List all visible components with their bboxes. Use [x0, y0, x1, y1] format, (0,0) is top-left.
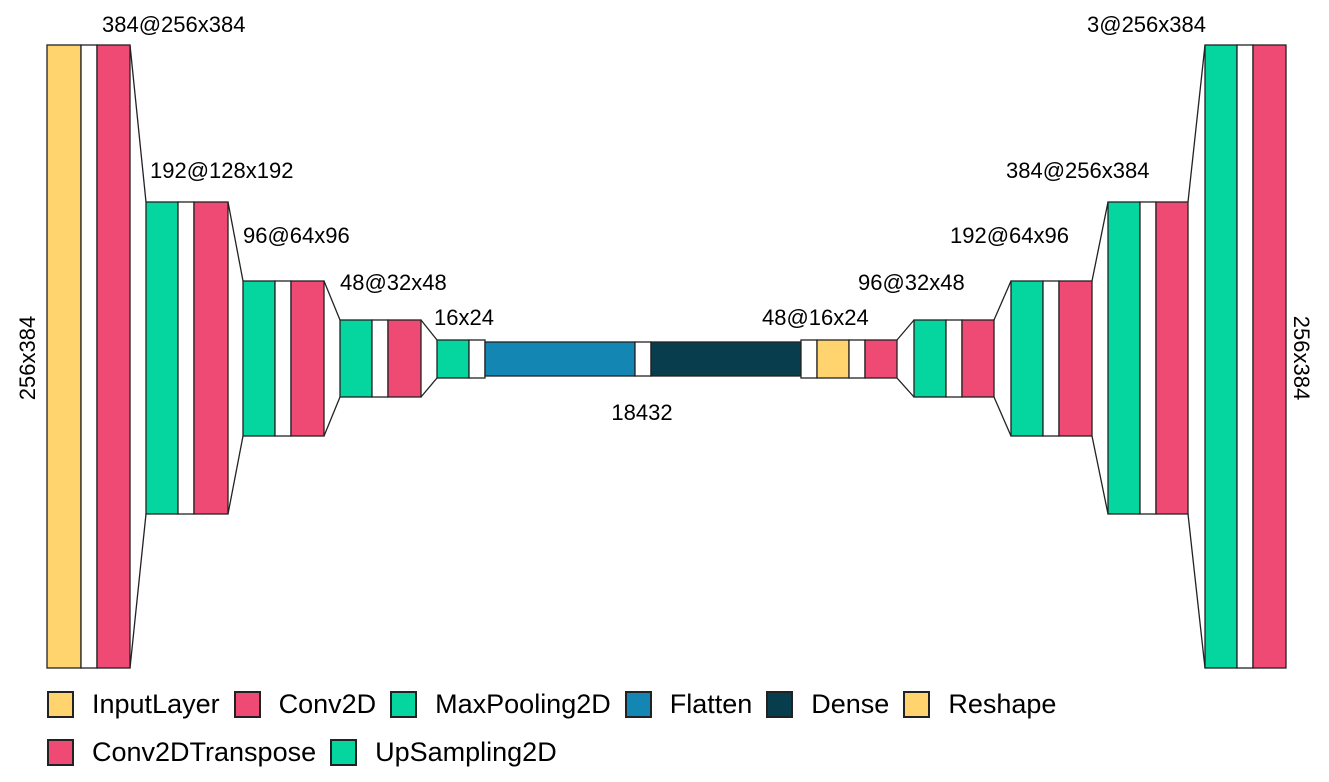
layer-labels: 384@256x384 192@128x192 96@64x96 48@32x4… [15, 12, 1314, 425]
legend-swatch [624, 690, 652, 718]
label-enc2: 192@128x192 [150, 158, 293, 183]
label-enc3: 96@64x96 [243, 223, 350, 248]
block-conv-2 [193, 201, 229, 515]
label-reshape: 48@16x24 [762, 305, 869, 330]
legend-swatch [903, 690, 931, 718]
legend-item: Dense [766, 689, 889, 720]
legend-item: InputLayer [47, 689, 220, 720]
block-conv-3 [290, 280, 325, 437]
block-conv-4 [387, 319, 422, 398]
autoencoder-diagram: 384@256x384 192@128x192 96@64x96 48@32x4… [15, 12, 1314, 669]
connector-line [227, 201, 244, 282]
connector-line [993, 396, 1012, 437]
legend: InputLayer Conv2D MaxPooling2D Flatten Dense… [47, 680, 1317, 776]
block-conv-transpose-4 [1155, 201, 1189, 515]
block-conv-transpose-3 [1058, 280, 1093, 437]
legend-item: MaxPooling2D [390, 689, 611, 720]
block-pool-3 [339, 319, 373, 398]
block-spacer [274, 280, 292, 437]
connector-line [896, 377, 915, 398]
legend-item: Flatten [624, 688, 753, 720]
connector-line [129, 44, 147, 203]
legend-item: Reshape [903, 689, 1056, 720]
block-conv-1 [96, 44, 131, 669]
block-spacer [468, 339, 486, 379]
legend-row-1: InputLayer Conv2D MaxPooling2D Flatten Dense… [47, 680, 1317, 728]
block-spacer [1042, 280, 1060, 437]
legend-label: Dense [811, 688, 890, 719]
block-conv-transpose-2 [961, 319, 995, 398]
label-output-side: 256x384 [1289, 316, 1314, 400]
connector-line [1187, 44, 1206, 203]
legend-row-2: Conv2DTranspose UpSampling2D [47, 728, 1317, 776]
connector-line [1091, 435, 1109, 515]
connector-line [227, 435, 244, 515]
block-spacer [1139, 201, 1157, 515]
block-reshape [816, 339, 850, 379]
connector-line [420, 319, 438, 341]
legend-swatch [47, 690, 74, 718]
connector-line [323, 396, 341, 437]
legend-swatch [390, 690, 418, 718]
legend-label: UpSampling2D [375, 736, 557, 767]
legend-label: Flatten [669, 688, 753, 719]
connector-line [129, 513, 147, 669]
connector-line [323, 280, 341, 321]
block-spacer [848, 339, 866, 379]
block-output [1252, 44, 1287, 669]
connector-line [993, 280, 1012, 321]
block-spacer [177, 201, 195, 515]
legend-swatch [47, 738, 74, 766]
block-spacer [634, 341, 652, 377]
label-dec3: 384@256x384 [1006, 158, 1149, 183]
label-dec2: 192@64x96 [950, 223, 1069, 248]
connector-line [1187, 513, 1206, 669]
legend-label: Conv2D [278, 688, 377, 719]
label-input-side: 256x384 [15, 316, 40, 400]
block-pool-4 [436, 339, 470, 379]
connector-line [896, 319, 915, 341]
connector-line [420, 377, 438, 398]
block-upsampling-4 [1204, 44, 1238, 669]
block-input [46, 44, 82, 669]
label-enc1: 384@256x384 [102, 12, 245, 37]
block-dense [650, 341, 802, 377]
block-spacer [371, 319, 389, 398]
legend-label: Reshape [948, 688, 1057, 719]
block-spacer [800, 339, 818, 379]
label-dec4: 3@256x384 [1087, 12, 1206, 37]
connector-lines [129, 44, 1206, 669]
legend-swatch [330, 738, 358, 766]
label-enc4: 48@32x48 [340, 270, 447, 295]
connector-line [1091, 201, 1109, 282]
block-conv-transpose-1 [864, 339, 898, 379]
block-pool-1 [145, 201, 179, 515]
label-dec1: 96@32x48 [858, 270, 965, 295]
label-flatten-size: 18432 [611, 400, 672, 425]
legend-swatch [766, 690, 794, 718]
block-spacer [80, 44, 98, 669]
legend-swatch [233, 690, 261, 718]
block-spacer [945, 319, 963, 398]
block-flatten [484, 341, 636, 377]
legend-label: MaxPooling2D [435, 688, 611, 719]
layer-blocks [46, 44, 1287, 669]
legend-label: Conv2DTranspose [92, 736, 317, 767]
legend-label: InputLayer [92, 688, 220, 719]
block-spacer [1236, 44, 1254, 669]
block-upsampling-2 [1010, 280, 1044, 437]
legend-item: Conv2D [233, 688, 377, 720]
label-enc5: 16x24 [434, 305, 494, 330]
legend-item: UpSampling2D [330, 737, 557, 768]
legend-item: Conv2DTranspose [47, 737, 316, 768]
block-pool-2 [242, 280, 276, 437]
block-upsampling-1 [913, 319, 947, 398]
block-upsampling-3 [1107, 201, 1141, 515]
